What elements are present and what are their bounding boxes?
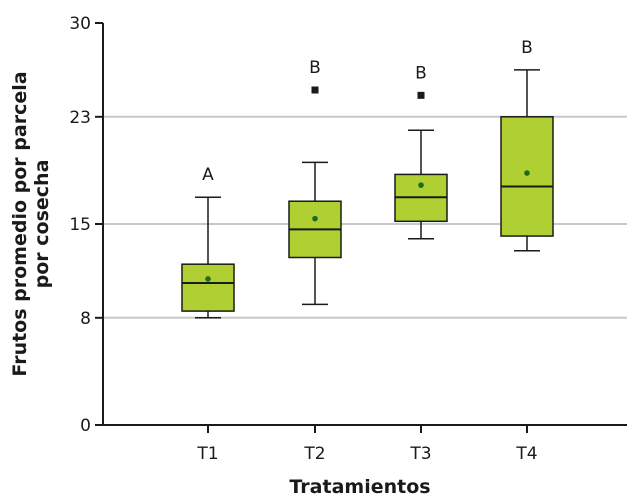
significance-letter: B — [521, 38, 533, 58]
box-t4 — [500, 69, 554, 252]
outlier-point — [417, 91, 425, 99]
y-tick-label: 8 — [80, 309, 91, 329]
x-tick-label: T2 — [303, 444, 325, 464]
significance-letter: B — [415, 63, 427, 83]
y-tick-label: 30 — [69, 14, 91, 34]
mean-marker — [205, 276, 211, 282]
box-layer — [181, 69, 554, 319]
x-tick-label: T3 — [409, 444, 431, 464]
y-axis-title-line-2: por cosecha — [31, 160, 53, 289]
iqr-box — [500, 116, 554, 237]
box-t3 — [394, 91, 448, 240]
outlier-point — [311, 86, 319, 94]
iqr-box — [181, 263, 235, 312]
mean-marker — [418, 182, 424, 188]
y-tick-label: 15 — [69, 215, 91, 235]
y-tick-label: 23 — [69, 108, 91, 128]
mean-marker — [524, 170, 530, 176]
y-axis-title-line-1: Frutos promedio por parcela — [9, 71, 31, 376]
label-layer: 0 8 15 23 30 T1 T2 T3 T4 A B B B — [69, 14, 537, 464]
box-t2 — [288, 86, 342, 306]
x-tick-label: T1 — [196, 444, 218, 464]
mean-marker — [312, 215, 318, 222]
significance-letter: A — [202, 165, 214, 185]
axis-layer — [95, 22, 627, 433]
x-tick-label: T4 — [515, 444, 537, 464]
significance-letter: B — [309, 58, 321, 78]
x-axis-title: Tratamientos — [289, 476, 430, 497]
y-tick-label: 0 — [80, 416, 91, 436]
box-t1 — [181, 196, 235, 319]
